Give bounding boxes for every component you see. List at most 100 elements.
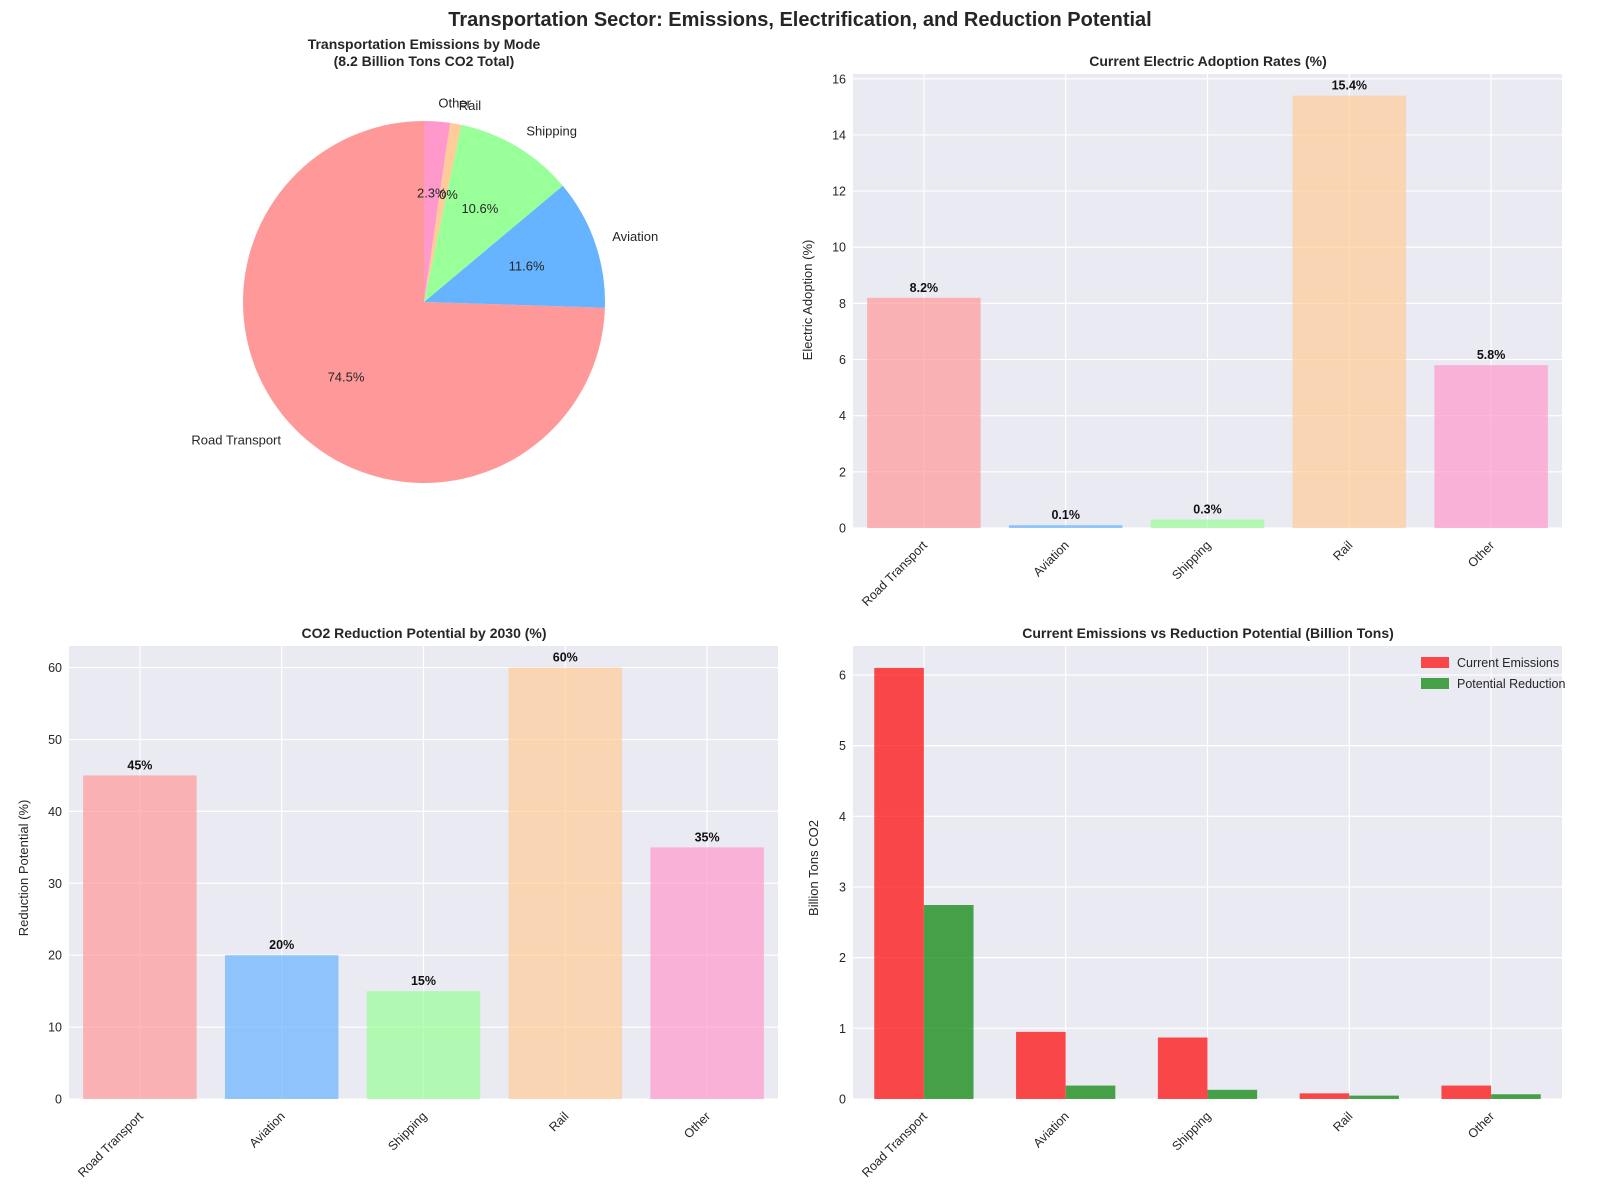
reduction-value-label-rail: 60% [553, 651, 578, 665]
emissions-bar-current-emissions-shipping [1157, 1037, 1208, 1099]
emissions-xtick-label-shipping: Shipping [1169, 1109, 1213, 1153]
emissions-ytick-label: 1 [839, 1022, 846, 1036]
reduction-ytick-label: 30 [48, 877, 62, 891]
reduction-xtick-label-road-transport: Road Transport [75, 1109, 146, 1180]
adoption-bar-road-transport [867, 297, 981, 528]
pie-label-other: Other [438, 95, 471, 110]
reduction-value-label-shipping: 15% [411, 974, 436, 988]
adoption-xtick-label-rail: Rail [1330, 538, 1355, 563]
adoption-bar-other [1434, 365, 1548, 528]
reduction-ytick-label: 60 [48, 661, 62, 675]
emissions-ylabel: Billion Tons CO2 [806, 820, 821, 916]
reduction-bar-aviation [224, 955, 339, 1099]
pie-label-road-transport: Road Transport [191, 433, 281, 448]
emissions-ytick-label: 4 [839, 810, 846, 824]
pie-slice-other [424, 121, 451, 302]
pie-pct-other: 2.3% [417, 186, 447, 201]
emissions-xtick-label-rail: Rail [1330, 1109, 1355, 1134]
reduction-ytick-label: 10 [48, 1021, 62, 1035]
adoption-ytick-label: 12 [832, 185, 846, 199]
emissions-ytick-label: 5 [839, 739, 846, 753]
emissions-title: Current Emissions vs Reduction Potential… [1022, 625, 1394, 641]
adoption-xtick-label-shipping: Shipping [1169, 538, 1213, 582]
figure-title: Transportation Sector: Emissions, Electr… [448, 9, 1151, 31]
legend-swatch-reduction [1421, 678, 1449, 689]
pie-slice-rail [424, 122, 462, 302]
adoption-xtick-label-aviation: Aviation [1031, 538, 1072, 579]
reduction-title: CO2 Reduction Potential by 2030 (%) [301, 625, 546, 641]
legend-label-reduction: Potential Reduction [1457, 677, 1565, 691]
pie-label-rail: Rail [459, 98, 482, 113]
adoption-bar-aviation [1008, 525, 1123, 528]
reduction-ytick-label: 0 [55, 1093, 62, 1107]
adoption-value-label-shipping: 0.3% [1193, 503, 1222, 517]
emissions-bar-current-emissions-other [1441, 1085, 1492, 1099]
emissions-ytick-label: 6 [839, 668, 846, 682]
reduction-ytick-label: 20 [48, 949, 62, 963]
reduction-ylabel: Reduction Potential (%) [16, 800, 31, 937]
electric-adoption-chart: Current Electric Adoption Rates (%) Elec… [800, 53, 1562, 609]
pie-pct-shipping: 10.6% [461, 201, 498, 216]
emissions-xtick-label-road-transport: Road Transport [859, 1109, 930, 1180]
emissions-bar-potential-reduction-road-transport [923, 905, 974, 1099]
emissions-ytick-label: 0 [839, 1093, 846, 1107]
pie-label-aviation: Aviation [612, 229, 658, 244]
emissions-xtick-label-other: Other [1465, 1109, 1497, 1141]
pie-slice-road-transport [242, 121, 605, 484]
pie-pct-aviation: 11.6% [509, 259, 545, 274]
legend-label-current: Current Emissions [1457, 656, 1559, 670]
emissions-bar-current-emissions-aviation [1016, 1031, 1066, 1099]
reduction-value-label-road-transport: 45% [127, 758, 152, 772]
emissions-bar-current-emissions-rail [1299, 1093, 1350, 1099]
reduction-xtick-label-rail: Rail [546, 1109, 571, 1134]
reduction-bar-other [650, 847, 764, 1099]
adoption-xtick-label-road-transport: Road Transport [859, 538, 930, 609]
adoption-bar-shipping [1150, 519, 1265, 528]
adoption-ytick-label: 8 [839, 297, 846, 311]
adoption-ytick-label: 16 [832, 72, 846, 86]
adoption-ytick-label: 6 [839, 353, 846, 367]
adoption-ytick-label: 2 [839, 465, 846, 479]
emissions-ytick-label: 2 [839, 951, 846, 965]
pie-pct-road-transport: 74.5% [328, 370, 365, 385]
adoption-ytick-label: 10 [832, 241, 846, 255]
pie-title-line2: (8.2 Billion Tons CO2 Total) [334, 53, 515, 69]
adoption-title: Current Electric Adoption Rates (%) [1089, 53, 1327, 69]
adoption-value-label-other: 5.8% [1477, 348, 1506, 362]
emissions-ytick-label: 3 [839, 880, 846, 894]
reduction-xtick-label-shipping: Shipping [385, 1109, 429, 1153]
reduction-xtick-label-aviation: Aviation [247, 1109, 288, 1150]
emissions-bar-potential-reduction-rail [1349, 1095, 1399, 1099]
reduction-bar-shipping [366, 991, 481, 1099]
pie-slices: Road Transport 74.5% Aviation 11.6% Shipping… [191, 95, 658, 484]
pie-slice-shipping [424, 124, 563, 302]
adoption-value-label-road-transport: 8.2% [910, 281, 939, 295]
adoption-value-label-rail: 15.4% [1332, 79, 1367, 93]
adoption-xtick-label-other: Other [1465, 538, 1497, 570]
reduction-potential-chart: CO2 Reduction Potential by 2030 (%) Redu… [16, 625, 778, 1180]
pie-title-line1: Transportation Emissions by Mode [308, 36, 541, 52]
pie-label-shipping: Shipping [526, 123, 577, 138]
pie-chart: Transportation Emissions by Mode (8.2 Bi… [191, 36, 658, 484]
legend-swatch-current [1421, 657, 1449, 668]
reduction-value-label-other: 35% [695, 830, 720, 844]
adoption-ylabel: Electric Adoption (%) [800, 240, 815, 361]
emissions-bar-potential-reduction-aviation [1065, 1085, 1116, 1099]
adoption-ytick-label: 4 [839, 409, 846, 423]
emissions-bar-potential-reduction-other [1491, 1094, 1541, 1099]
reduction-ytick-label: 40 [48, 805, 62, 819]
reduction-ytick-label: 50 [48, 733, 62, 747]
legend: Current Emissions Potential Reduction [1421, 656, 1565, 691]
reduction-bar-rail [508, 667, 623, 1099]
adoption-ytick-label: 0 [839, 522, 846, 536]
reduction-value-label-aviation: 20% [269, 938, 294, 952]
adoption-ytick-label: 14 [832, 128, 846, 142]
reduction-bar-road-transport [83, 775, 197, 1099]
emissions-vs-reduction-chart: Current Emissions vs Reduction Potential… [806, 625, 1565, 1180]
adoption-bar-rail [1292, 95, 1407, 528]
pie-slice-aviation [424, 185, 605, 308]
emissions-bar-current-emissions-road-transport [874, 667, 924, 1099]
emissions-bar-potential-reduction-shipping [1207, 1089, 1258, 1099]
adoption-value-label-aviation: 0.1% [1051, 508, 1080, 522]
